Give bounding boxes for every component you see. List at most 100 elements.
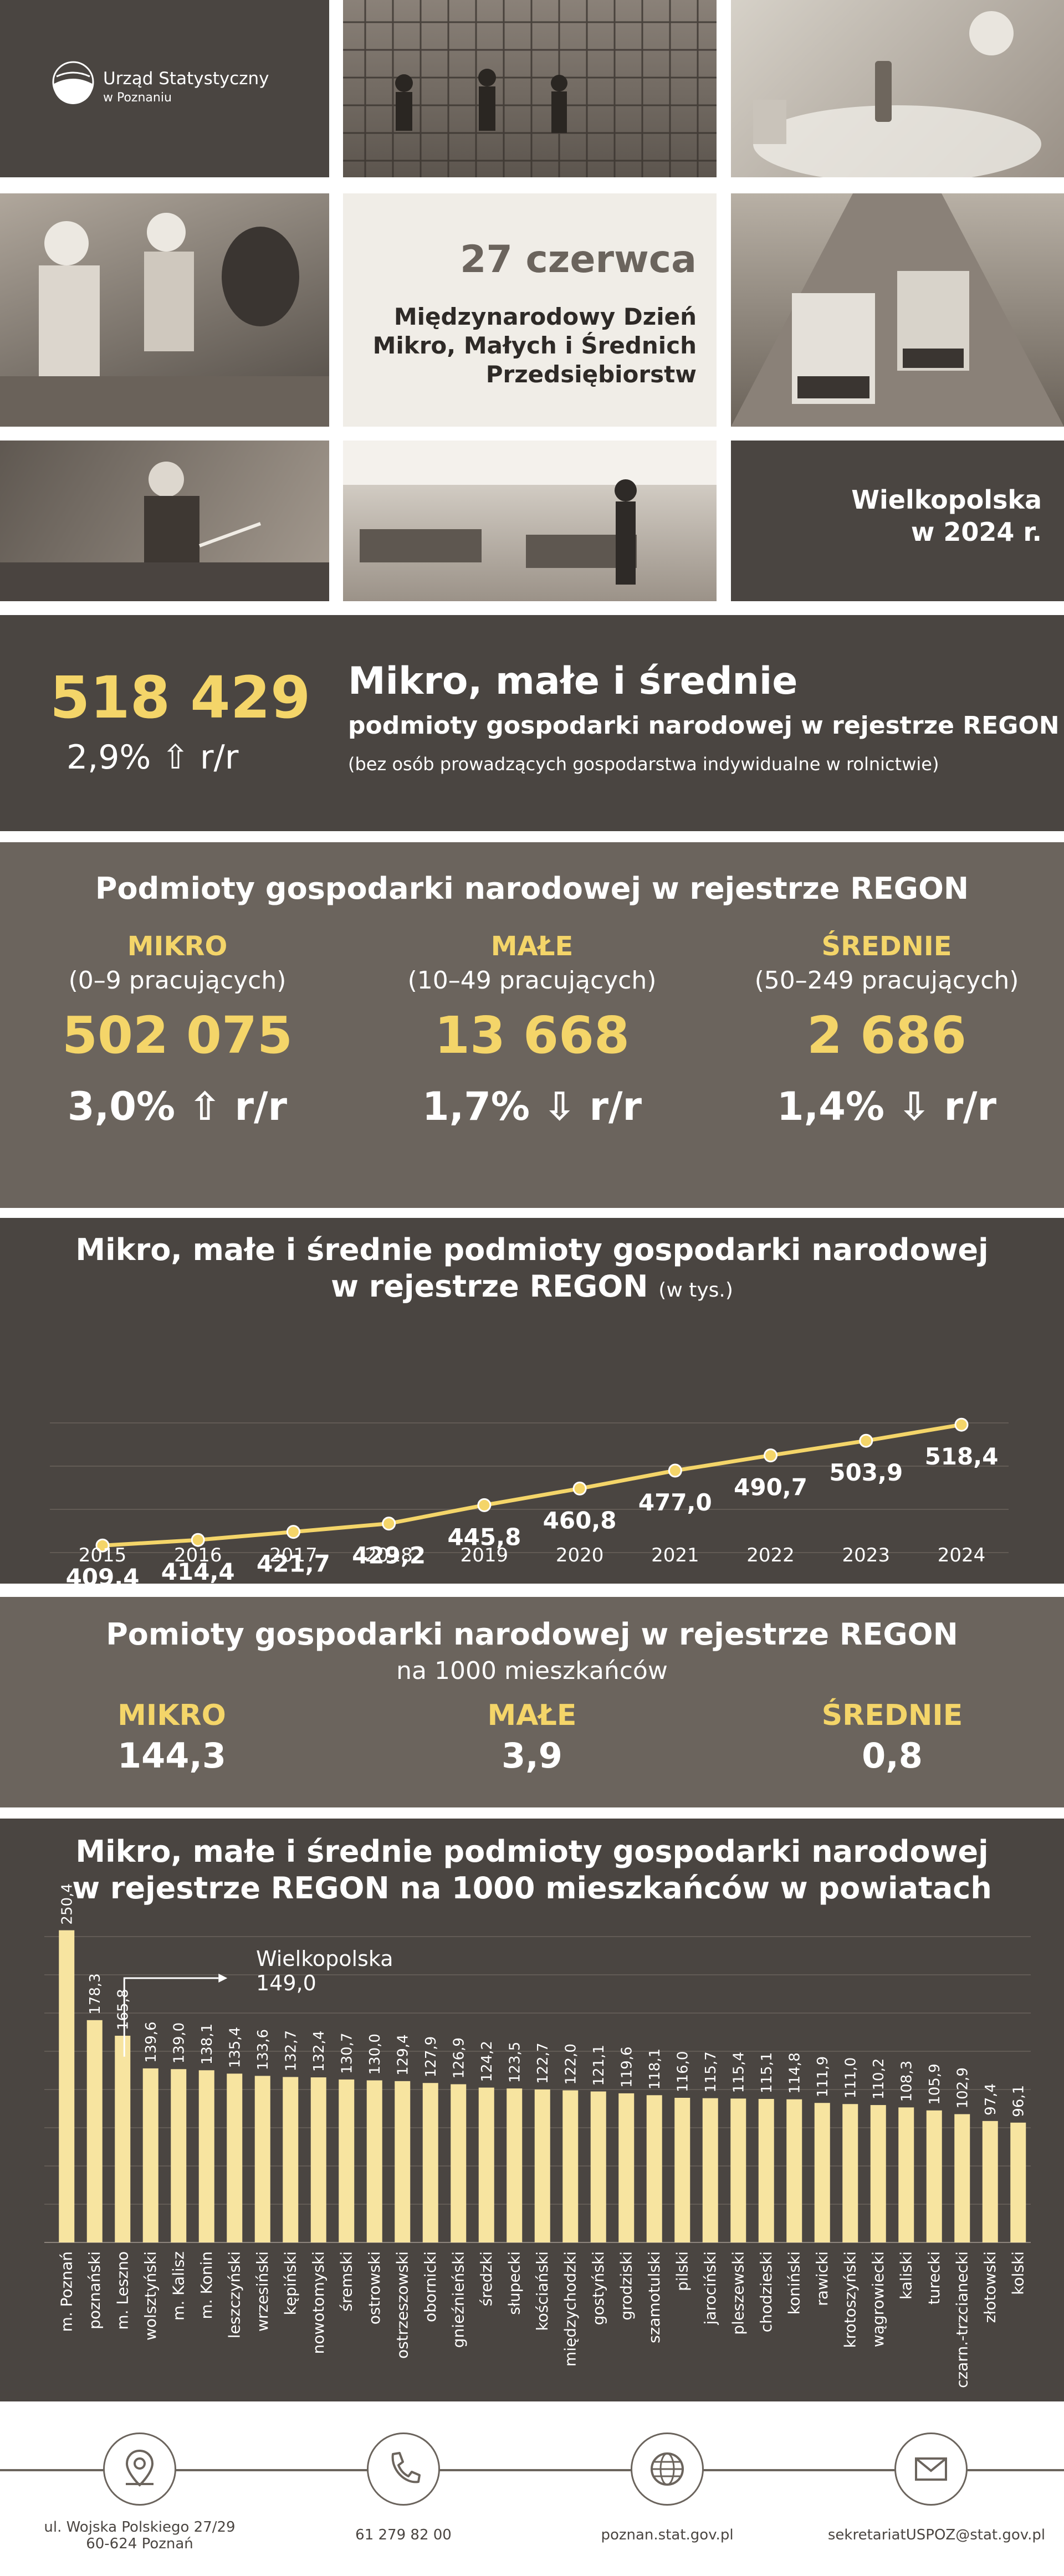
footer-phone: 61 279 82 00 xyxy=(355,2527,452,2543)
bar-value-label: 138,1 xyxy=(199,2024,216,2065)
bar xyxy=(86,2020,103,2242)
bar-value-label: 97,4 xyxy=(983,2083,999,2116)
bar xyxy=(142,2068,158,2242)
summary-change: 2,9% ⇧ r/r xyxy=(66,738,239,777)
x-tick-label: 2024 xyxy=(938,1544,986,1566)
category-value: 502 075 xyxy=(62,1006,293,1065)
category-label: grodziski xyxy=(617,2251,635,2321)
series-line xyxy=(102,1422,962,1548)
bar-value-label: 111,9 xyxy=(815,2056,831,2097)
data-label: 421,7 xyxy=(257,1550,330,1578)
location-icon xyxy=(103,2432,176,2506)
bar-value-label: 129,4 xyxy=(395,2034,411,2075)
reference-value-label: 149,0 xyxy=(256,1971,316,1995)
bar-chart-panel: Mikro, małe i średnie podmioty gospodark… xyxy=(0,1819,1064,2401)
bar-value-label: 119,6 xyxy=(618,2046,635,2087)
categories-panel: Podmioty gospodarki narodowej w rejestrz… xyxy=(0,842,1064,1208)
footer-line xyxy=(0,2469,1064,2471)
data-point xyxy=(286,1525,300,1539)
footer-email[interactable]: sekretariatUSPOZ@stat.gov.pl xyxy=(827,2527,1046,2543)
data-label: 409,4 xyxy=(66,1564,140,1584)
category-label: poznański xyxy=(85,2251,104,2329)
bar-chart-title: Mikro, małe i średnie podmioty gospodark… xyxy=(75,1834,989,1869)
data-label: 477,0 xyxy=(638,1489,712,1516)
data-label: 518,4 xyxy=(925,1443,999,1470)
footer-website[interactable]: poznan.stat.gov.pl xyxy=(601,2527,734,2543)
per1000-panel: Pomioty gospodarki narodowej w rejestrze… xyxy=(0,1597,1064,1807)
phone-icon xyxy=(367,2432,440,2506)
bar xyxy=(227,2073,243,2242)
bar xyxy=(702,2098,718,2242)
per1000-srednie: ŚREDNIE 0,8 xyxy=(720,1699,1064,1776)
data-label: 429,2 xyxy=(352,1542,426,1569)
per1000-value: 144,3 xyxy=(117,1735,227,1776)
data-label: 503,9 xyxy=(829,1459,903,1486)
data-point xyxy=(859,1433,873,1448)
category-range: (0–9 pracujących) xyxy=(68,966,287,995)
date-tile: 27 czerwca Międzynarodowy Dzień Mikro, M… xyxy=(343,193,717,427)
footer-address: ul. Wojska Polskiego 27/29 60-624 Poznań xyxy=(28,2519,252,2552)
bar-value-label: 115,1 xyxy=(759,2052,775,2093)
bar xyxy=(982,2121,998,2242)
category-label: czarn.-trzcianecki xyxy=(953,2251,971,2388)
line-chart-panel: Mikro, małe i średnie podmioty gospodark… xyxy=(0,1218,1064,1584)
bar-chart-title-line2: w rejestrze REGON na 1000 mieszkańców w … xyxy=(72,1871,992,1906)
category-label: jarociński xyxy=(701,2251,719,2325)
globe-icon xyxy=(631,2432,704,2506)
category-mikro: MIKRO (0–9 pracujących) 502 075 3,0% ⇧ r… xyxy=(0,931,355,1129)
bar xyxy=(674,2098,690,2242)
bar xyxy=(395,2081,411,2242)
bar-value-label: 118,1 xyxy=(647,2048,663,2090)
category-label: średzki xyxy=(477,2251,495,2306)
data-label: 460,8 xyxy=(543,1507,617,1534)
per1000-name: MAŁE xyxy=(487,1699,577,1732)
category-label: kępiński xyxy=(281,2251,299,2315)
category-srednie: ŚREDNIE (50–249 pracujących) 2 686 1,4% … xyxy=(709,931,1064,1129)
category-label: ostrowski xyxy=(365,2251,383,2324)
summary-total: 518 429 xyxy=(50,664,311,731)
x-tick-label: 2022 xyxy=(746,1544,795,1566)
bar xyxy=(926,2110,942,2242)
photo-laboratory xyxy=(731,0,1064,177)
x-tick-label: 2019 xyxy=(461,1544,509,1566)
mail-icon xyxy=(894,2432,968,2506)
bar-value-label: 178,3 xyxy=(87,1973,104,2014)
bar xyxy=(59,1930,75,2242)
summary-panel: 518 429 2,9% ⇧ r/r Mikro, małe i średnie… xyxy=(0,615,1064,831)
bar-value-label: 250,4 xyxy=(59,1883,75,1924)
category-range: (50–249 pracujących) xyxy=(754,966,1019,995)
bar xyxy=(758,2099,774,2242)
x-tick-label: 2021 xyxy=(651,1544,699,1566)
event-date: 27 czerwca xyxy=(460,238,697,281)
bar-value-label: 110,2 xyxy=(871,2058,887,2099)
data-point xyxy=(191,1533,205,1547)
address-line1: ul. Wojska Polskiego 27/29 xyxy=(44,2519,236,2536)
bar-value-label: 132,4 xyxy=(311,2031,328,2072)
summary-note: (bez osób prowadzących gospodarstwa indy… xyxy=(348,754,939,775)
logo-title: Urząd Statystyczny xyxy=(103,69,269,89)
bar xyxy=(366,2080,382,2242)
footer: ul. Wojska Polskiego 27/29 60-624 Poznań… xyxy=(0,2401,1064,2576)
event-name-line2: Mikro, Małych i Średnich xyxy=(372,332,697,359)
bar-value-label: 130,0 xyxy=(367,2034,383,2075)
bar xyxy=(507,2088,523,2242)
category-label: międzychodzki xyxy=(561,2251,579,2367)
photo-trucks xyxy=(731,193,1064,427)
bar-value-label: 111,0 xyxy=(842,2057,859,2098)
category-value: 2 686 xyxy=(806,1006,967,1065)
bar-value-label: 133,6 xyxy=(255,2029,272,2070)
data-point xyxy=(954,1417,969,1432)
data-point xyxy=(382,1517,396,1531)
category-label: szamotulski xyxy=(645,2251,663,2343)
photo-chefs xyxy=(0,193,329,427)
per1000-name: ŚREDNIE xyxy=(821,1699,963,1732)
category-label: rawicki xyxy=(813,2251,831,2306)
category-label: krotoszyński xyxy=(841,2251,859,2348)
bar xyxy=(814,2103,830,2242)
line-chart-title-text: w rejestrze REGON xyxy=(331,1269,648,1304)
bar-value-label: 122,0 xyxy=(562,2044,579,2085)
region-year: w 2024 r. xyxy=(910,517,1042,547)
photo-workshop xyxy=(0,441,329,601)
category-label: pleszewski xyxy=(729,2251,747,2335)
per1000-male: MAŁE 3,9 xyxy=(360,1699,704,1776)
